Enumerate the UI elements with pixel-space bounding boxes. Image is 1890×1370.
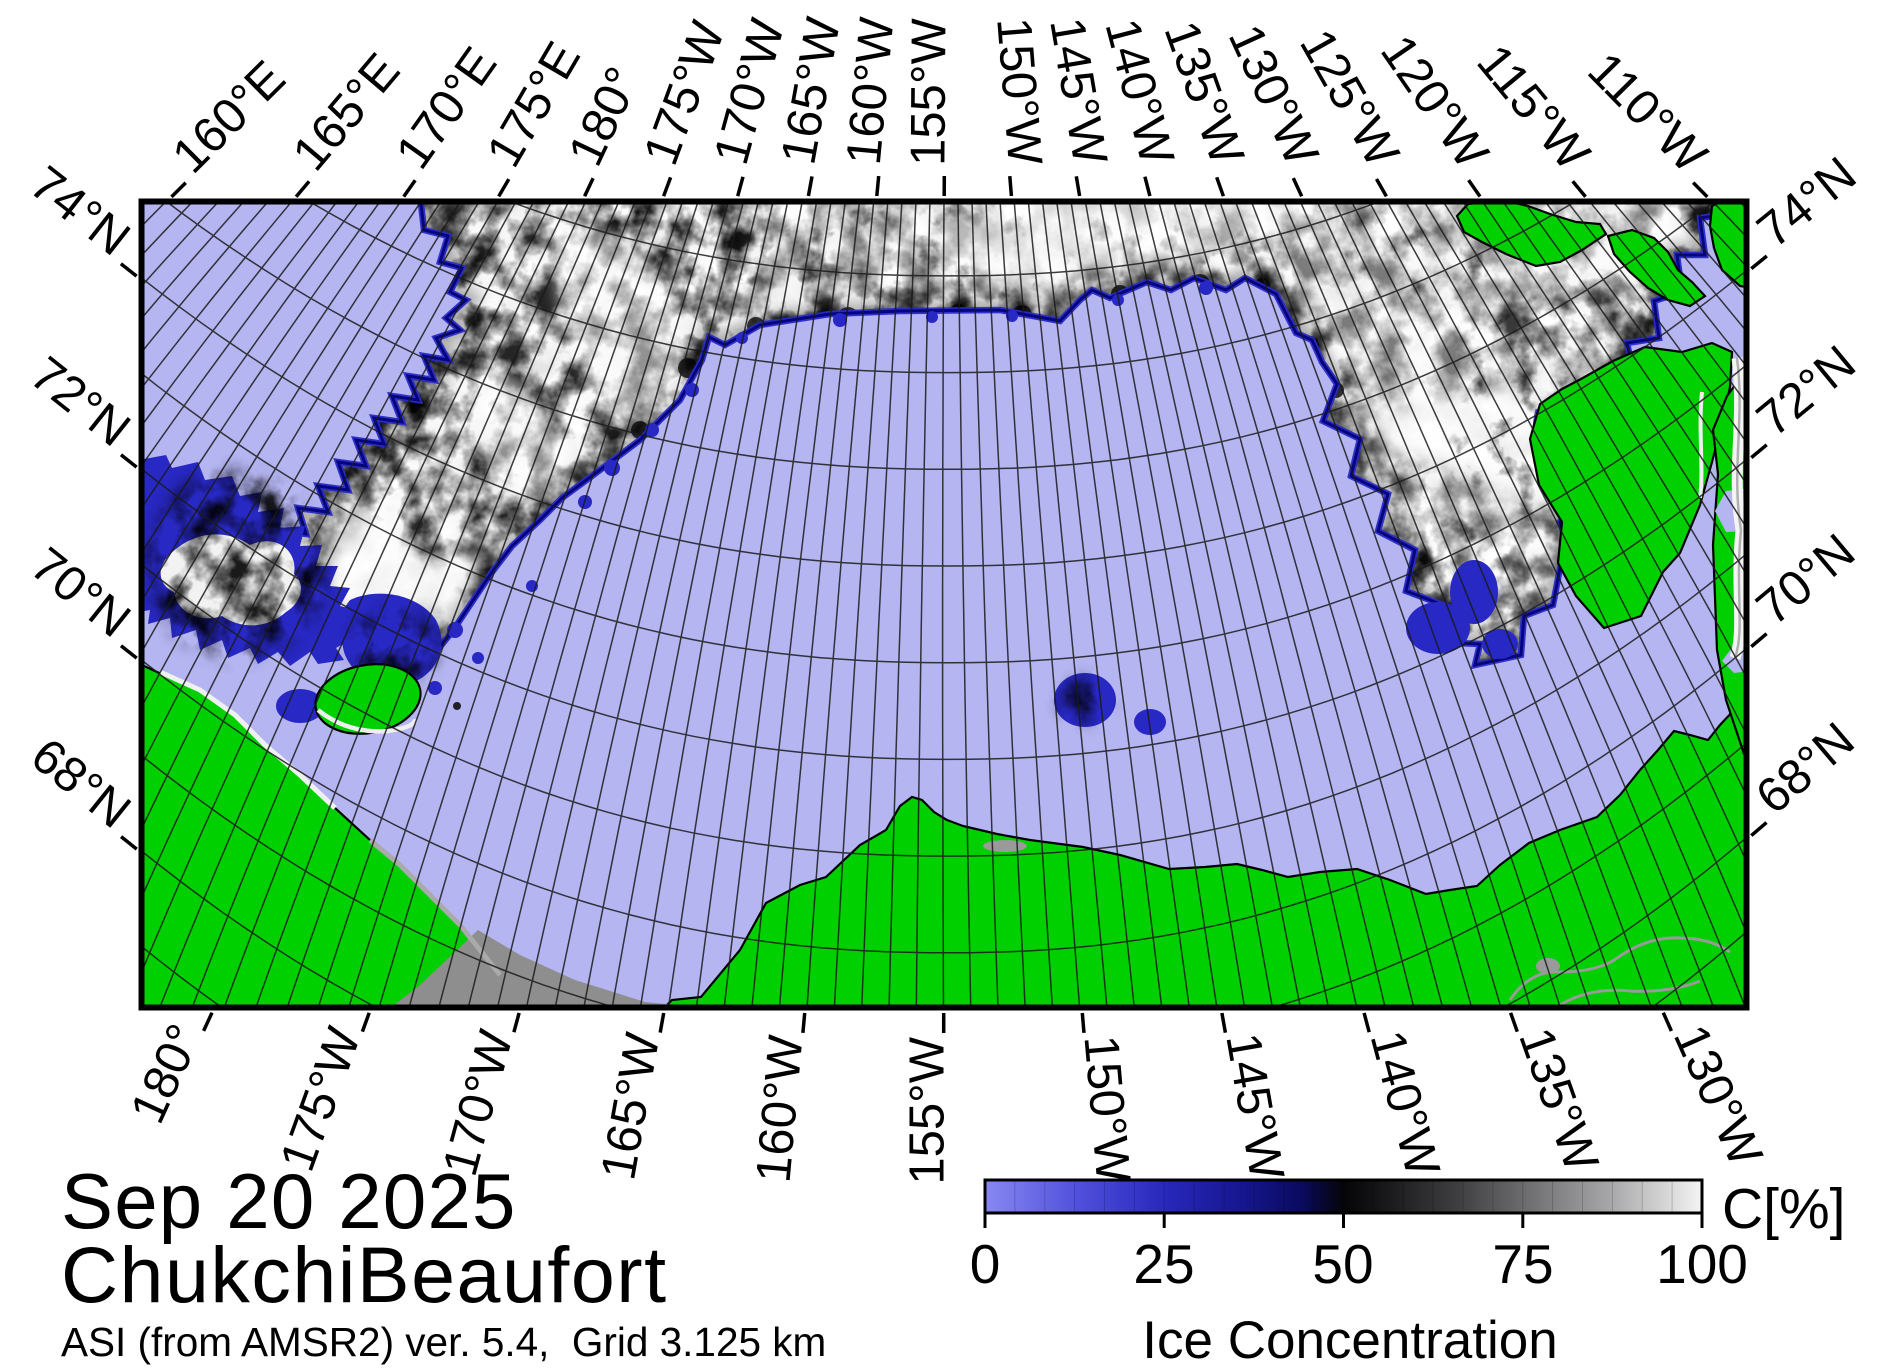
svg-text:0: 0 <box>970 1233 1001 1295</box>
svg-text:150°W: 150°W <box>986 16 1052 168</box>
svg-text:155°W: 155°W <box>901 1036 955 1184</box>
svg-text:155°W: 155°W <box>901 17 956 166</box>
svg-text:Sep 20 2025: Sep 20 2025 <box>61 1157 517 1245</box>
svg-text:160°W: 160°W <box>747 1032 814 1185</box>
svg-text:50: 50 <box>1312 1233 1373 1295</box>
svg-text:150°W: 150°W <box>1073 1033 1140 1185</box>
svg-text:Ice Concentration: Ice Concentration <box>1142 1311 1557 1370</box>
svg-text:25: 25 <box>1133 1233 1194 1295</box>
svg-text:75: 75 <box>1492 1233 1553 1295</box>
svg-text:ASI (from AMSR2) ver. 5.4, Gr: ASI (from AMSR2) ver. 5.4, Grid 3.125 km <box>61 1319 826 1365</box>
svg-text:C[%]: C[%] <box>1722 1177 1846 1241</box>
svg-text:100: 100 <box>1656 1233 1748 1295</box>
svg-text:ChukchiBeaufort: ChukchiBeaufort <box>61 1230 668 1319</box>
